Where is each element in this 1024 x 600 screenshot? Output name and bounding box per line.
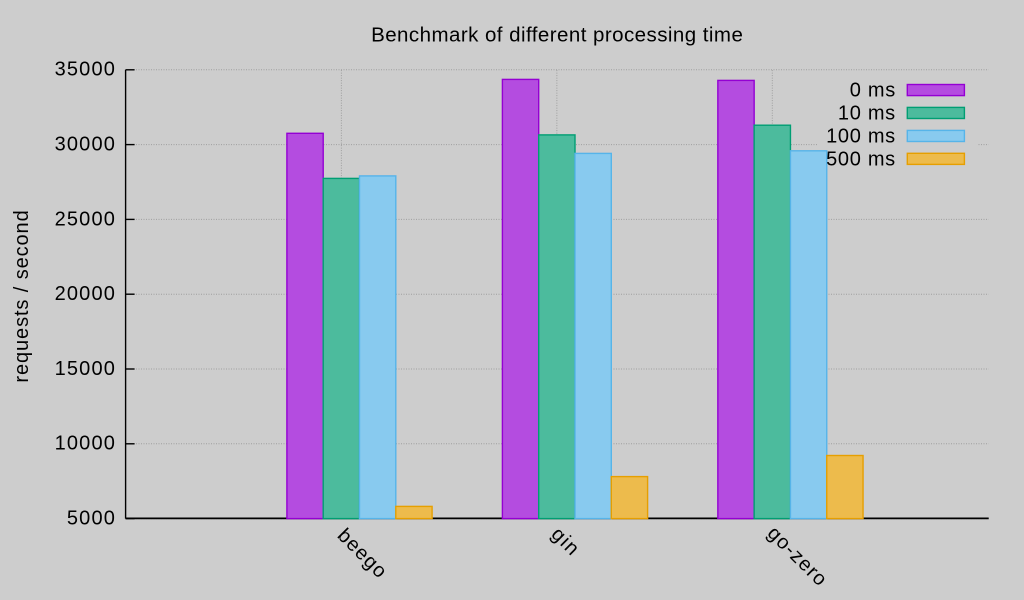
svg-text:10 ms: 10 ms (838, 103, 896, 125)
svg-text:15000: 15000 (55, 358, 116, 380)
svg-text:0 ms: 0 ms (850, 80, 896, 102)
svg-text:500 ms: 500 ms (826, 148, 896, 170)
svg-text:requests / second: requests / second (11, 209, 33, 382)
svg-text:30000: 30000 (55, 134, 116, 156)
svg-text:100 ms: 100 ms (826, 126, 896, 148)
svg-text:10000: 10000 (55, 433, 116, 455)
svg-text:35000: 35000 (55, 59, 116, 81)
svg-text:Benchmark of different process: Benchmark of different processing time (371, 23, 743, 46)
svg-text:5000: 5000 (67, 508, 116, 530)
svg-text:20000: 20000 (55, 283, 116, 305)
svg-text:25000: 25000 (55, 208, 116, 230)
